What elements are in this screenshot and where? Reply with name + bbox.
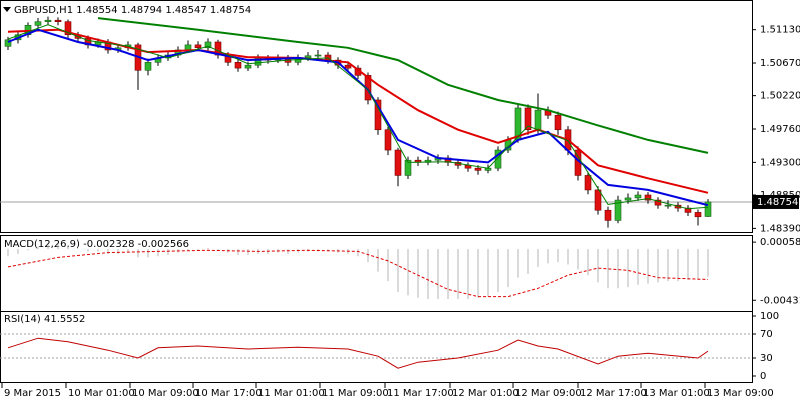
macd-name: MACD(12,26,9) bbox=[4, 239, 80, 250]
candle-body bbox=[534, 109, 542, 131]
candle-body bbox=[634, 194, 642, 199]
y-tick-label: 0.000584 bbox=[760, 237, 800, 248]
x-tick-label: 11 Mar 09:00 bbox=[322, 388, 389, 399]
indicator-line bbox=[97, 17, 709, 154]
candle-body bbox=[684, 207, 692, 213]
signal-last: -0.002566 bbox=[138, 239, 189, 250]
candle-body bbox=[654, 199, 662, 206]
rsi-title: RSI(14) 41.5552 bbox=[4, 314, 85, 325]
symbol: GBPUSD,H1 bbox=[14, 5, 73, 16]
candle-body bbox=[64, 21, 72, 36]
candle-body bbox=[594, 189, 602, 211]
last-low: 1.48547 bbox=[165, 5, 206, 16]
x-tick-label: 12 Mar 01:00 bbox=[452, 388, 519, 399]
last-close: 1.48754 bbox=[210, 5, 251, 16]
symbol-marker bbox=[3, 7, 11, 12]
candle-body bbox=[474, 167, 482, 171]
candle-body bbox=[614, 199, 622, 221]
y-tick-label: 1.49300 bbox=[760, 157, 800, 168]
last-open: 1.48554 bbox=[76, 5, 117, 16]
candle-body bbox=[144, 61, 152, 71]
indicator-line bbox=[7, 337, 709, 369]
candle-body bbox=[604, 209, 612, 221]
candle-body bbox=[624, 197, 632, 201]
candle-body bbox=[554, 114, 562, 131]
candle-body bbox=[34, 21, 42, 26]
indicator-line bbox=[7, 28, 709, 194]
x-tick-label: 13 Mar 01:00 bbox=[643, 388, 710, 399]
indicator-line bbox=[7, 28, 709, 207]
x-tick-label: 12 Mar 09:00 bbox=[515, 388, 582, 399]
x-tick-label: 10 Mar 09:00 bbox=[132, 388, 199, 399]
y-tick-label: 100 bbox=[760, 311, 779, 322]
candle-body bbox=[404, 159, 412, 176]
price-label-box bbox=[753, 194, 799, 209]
y-tick-label: 0 bbox=[760, 371, 766, 382]
candle-body bbox=[234, 61, 242, 69]
candle-body bbox=[54, 19, 62, 22]
candle-body bbox=[4, 39, 12, 47]
x-tick-label: 11 Mar 01:00 bbox=[258, 388, 325, 399]
indicator-line bbox=[7, 24, 709, 210]
last-high: 1.48794 bbox=[121, 5, 162, 16]
candle-body bbox=[244, 64, 252, 69]
candle-body bbox=[524, 107, 532, 131]
candle-body bbox=[204, 41, 212, 49]
y-tick-label: -0.004311 bbox=[760, 295, 800, 306]
x-tick-label: 13 Mar 09:00 bbox=[707, 388, 774, 399]
y-tick-label: 30 bbox=[760, 353, 773, 364]
price-label: 1.48754 bbox=[757, 197, 798, 208]
y-tick-label: 70 bbox=[760, 329, 773, 340]
candle-body bbox=[584, 175, 592, 191]
candle-body bbox=[194, 44, 202, 49]
candle-body bbox=[644, 194, 652, 201]
candle-body bbox=[694, 212, 702, 218]
y-tick-label: 1.49760 bbox=[760, 124, 800, 135]
candle-body bbox=[704, 201, 712, 217]
y-tick-label: 1.48390 bbox=[760, 223, 800, 234]
candle-body bbox=[44, 19, 52, 22]
x-tick-label: 9 Mar 2015 bbox=[4, 388, 61, 399]
y-tick-label: 1.50670 bbox=[760, 58, 800, 69]
x-tick-label: 10 Mar 01:00 bbox=[68, 388, 135, 399]
main-panel-frame bbox=[0, 0, 753, 233]
candle-body bbox=[374, 99, 382, 131]
x-tick-label: 11 Mar 17:00 bbox=[387, 388, 454, 399]
candle-body bbox=[314, 54, 322, 57]
x-tick-label: 12 Mar 17:00 bbox=[580, 388, 647, 399]
candle-body bbox=[664, 204, 672, 207]
rsi-last: 41.5552 bbox=[44, 314, 85, 325]
macd-last: -0.002328 bbox=[83, 239, 134, 250]
candle-body bbox=[384, 129, 392, 151]
y-tick-label: 1.50220 bbox=[760, 91, 800, 102]
y-tick-label: 1.51130 bbox=[760, 25, 800, 36]
x-tick-label: 10 Mar 17:00 bbox=[195, 388, 262, 399]
candle-body bbox=[394, 149, 402, 176]
candle-body bbox=[344, 64, 352, 69]
candle-body bbox=[184, 44, 192, 51]
candle-body bbox=[494, 149, 502, 169]
indicator-line bbox=[7, 249, 709, 298]
main-title: GBPUSD,H1 1.48554 1.48794 1.48547 1.4875… bbox=[14, 5, 251, 16]
rsi-panel-frame bbox=[0, 311, 753, 383]
rsi-name: RSI(14) bbox=[4, 314, 41, 325]
macd-title: MACD(12,26,9) -0.002328 -0.002566 bbox=[4, 239, 189, 250]
